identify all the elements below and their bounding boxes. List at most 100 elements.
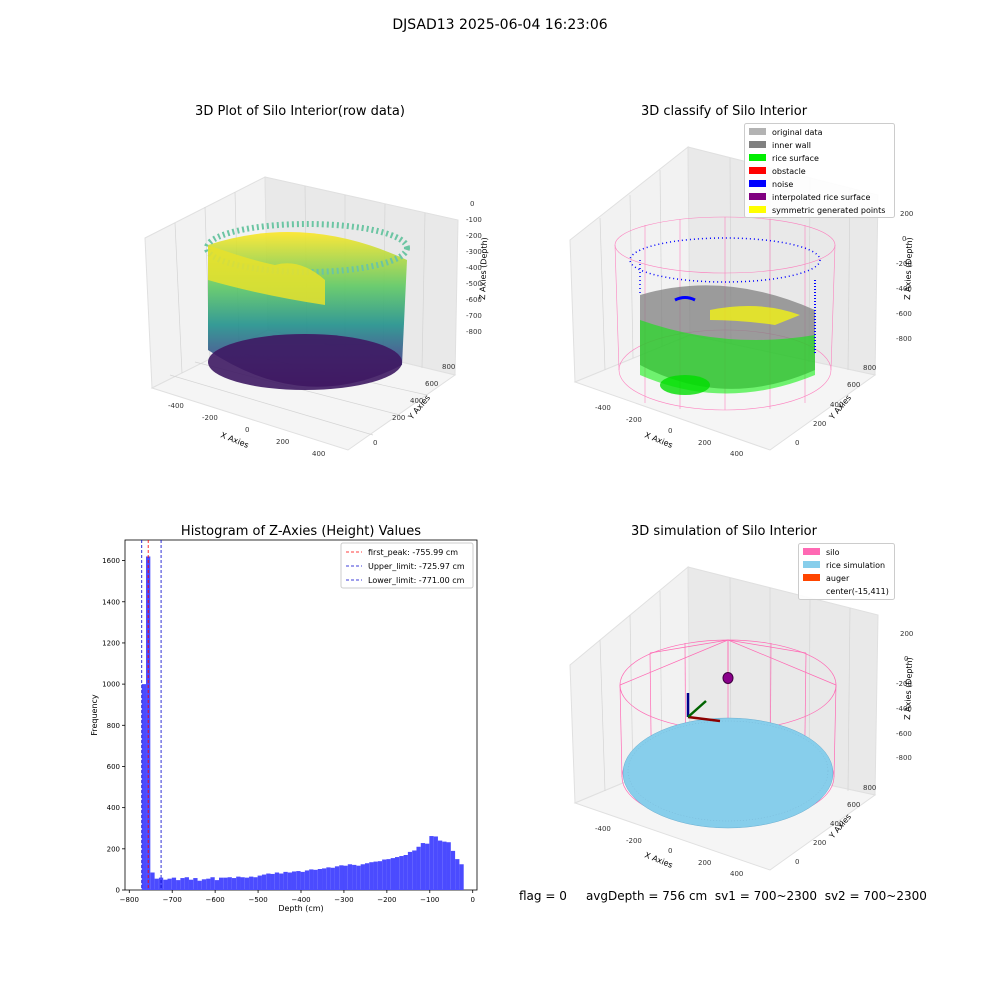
histogram-bar-5 [163, 879, 168, 890]
svg-text:200: 200 [900, 210, 913, 218]
svg-text:200: 200 [276, 438, 289, 446]
histogram-bar-48 [347, 864, 353, 890]
y-tick-label-8: 1600 [102, 557, 120, 565]
histogram-y-label: Frequency [90, 694, 99, 736]
histogram-bar-65 [420, 843, 426, 890]
svg-text:600: 600 [425, 380, 438, 388]
simulation-legend-label-1: rice simulation [826, 561, 885, 570]
y-tick-label-4: 800 [107, 722, 120, 730]
histogram-bar-24 [244, 877, 250, 890]
svg-text:400: 400 [410, 397, 423, 405]
svg-text:600: 600 [847, 801, 860, 809]
histogram-bar-3 [154, 878, 159, 890]
avg-depth-value: avgDepth = 756 cm [585, 889, 708, 903]
classify-legend-label-4: noise [772, 180, 793, 189]
svg-text:-200: -200 [466, 232, 482, 240]
histogram-bar-66 [425, 843, 430, 890]
classify-legend-label-0: original data [772, 128, 823, 137]
simulation-legend-label-0: silo [826, 548, 840, 557]
histogram-bar-15 [206, 878, 211, 890]
histogram-bar-55 [377, 861, 383, 890]
simulation-legend-swatch-1 [803, 561, 820, 568]
histogram-bar-7 [171, 877, 177, 890]
classify-legend-swatch-4 [749, 180, 766, 187]
histogram-bar-26 [253, 877, 258, 890]
histogram-bar-41 [317, 869, 323, 890]
histogram-bar-37 [300, 871, 305, 890]
sv2-value: sv2 = 700~2300 [824, 889, 927, 903]
histogram-bar-70 [442, 841, 447, 890]
svg-text:400: 400 [830, 401, 843, 409]
histogram-bar-44 [330, 867, 335, 890]
histogram-bar-17 [214, 880, 220, 890]
raw-z-axis-label: Z Axies (Depth) [478, 237, 489, 300]
svg-text:400: 400 [730, 870, 743, 878]
raw-silo-point-cloud [204, 221, 410, 390]
histogram-bar-9 [180, 878, 185, 890]
histogram-bar-43 [326, 867, 331, 890]
center-marker [722, 672, 734, 684]
simulation-legend: silo rice simulation auger center(-15,411) [798, 543, 895, 600]
classify-y-ticks: 0 200 400 600 800 [795, 364, 876, 447]
svg-text:0: 0 [902, 235, 906, 243]
svg-text:-700: -700 [466, 312, 482, 320]
simulation-3d-plot[interactable]: -400 -200 0 200 400 0 200 400 600 800 20… [560, 545, 940, 880]
histogram-bar-12 [193, 878, 198, 890]
histogram-bar-19 [223, 877, 228, 890]
flag-value: flag = 0 [519, 889, 567, 903]
classify-legend-swatch-1 [749, 141, 766, 148]
histogram-bar-28 [261, 874, 267, 890]
svg-text:0: 0 [795, 439, 799, 447]
raw-3d-plot[interactable]: -400 -200 0 200 400 0 200 400 600 800 0 … [130, 130, 510, 460]
svg-text:-800: -800 [896, 754, 912, 762]
histogram-bar-67 [429, 836, 434, 890]
svg-text:200: 200 [813, 839, 826, 847]
svg-text:800: 800 [442, 363, 455, 371]
svg-text:-600: -600 [896, 310, 912, 318]
legend-label-2: Lower_limit: -771.00 cm [368, 576, 465, 585]
svg-text:800: 800 [863, 364, 876, 372]
simulation-plot-title: 3D simulation of Silo Interior [631, 524, 817, 539]
raw-x-ticks: -400 -200 0 200 400 [168, 402, 325, 458]
classify-legend-swatch-0 [749, 128, 766, 135]
histogram-bar-21 [231, 878, 237, 890]
svg-text:-400: -400 [595, 404, 611, 412]
histogram-bar-22 [236, 876, 241, 890]
y-tick-label-7: 1400 [102, 598, 120, 606]
classify-legend-swatch-5 [749, 193, 766, 200]
histogram-chart[interactable]: −800 −700 −600 −500 −400 −300 −200 −100 0 0 200 40… [80, 535, 490, 920]
histogram-bar-38 [304, 870, 310, 890]
histogram-bar-20 [227, 877, 232, 890]
raw-plot-title: 3D Plot of Silo Interior(row data) [195, 104, 405, 119]
histogram-bar-25 [249, 876, 254, 890]
x-tick-label-6: −200 [377, 896, 396, 904]
histogram-bars [141, 556, 464, 890]
svg-text:-200: -200 [896, 680, 912, 688]
simulation-legend-swatch-0 [803, 548, 820, 555]
svg-text:0: 0 [245, 426, 249, 434]
svg-text:-100: -100 [466, 216, 482, 224]
classify-point-cloud [629, 237, 821, 395]
histogram-bar-6 [167, 878, 172, 890]
histogram-bar-56 [382, 859, 387, 890]
svg-text:0: 0 [904, 655, 908, 663]
histogram-bar-14 [201, 879, 207, 890]
y-tick-label-6: 1200 [102, 639, 120, 647]
histogram-bar-64 [416, 846, 421, 890]
classify-z-ticks: 200 0 -200 -400 -600 -800 [896, 210, 913, 343]
histogram-legend: first_peak: -755.99 cm Upper_limit: -725.… [340, 542, 474, 589]
histogram-bar-35 [291, 871, 297, 890]
classify-x-ticks: -400 -200 0 200 400 [595, 404, 743, 458]
raw-y-ticks: 0 200 400 600 800 [373, 363, 455, 447]
histogram-bar-11 [188, 879, 194, 890]
histogram-bar-45 [334, 866, 340, 890]
histogram-bar-2 [150, 872, 155, 890]
svg-text:200: 200 [698, 439, 711, 447]
y-tick-label-5: 1000 [102, 681, 120, 689]
svg-text:-400: -400 [896, 285, 912, 293]
x-tick-label-8: 0 [470, 896, 474, 904]
rice-simulation-surface [622, 717, 834, 829]
histogram-bar-71 [446, 842, 451, 890]
simulation-y-ticks: 0 200 400 600 800 [795, 784, 876, 866]
histogram-bar-29 [266, 873, 271, 890]
